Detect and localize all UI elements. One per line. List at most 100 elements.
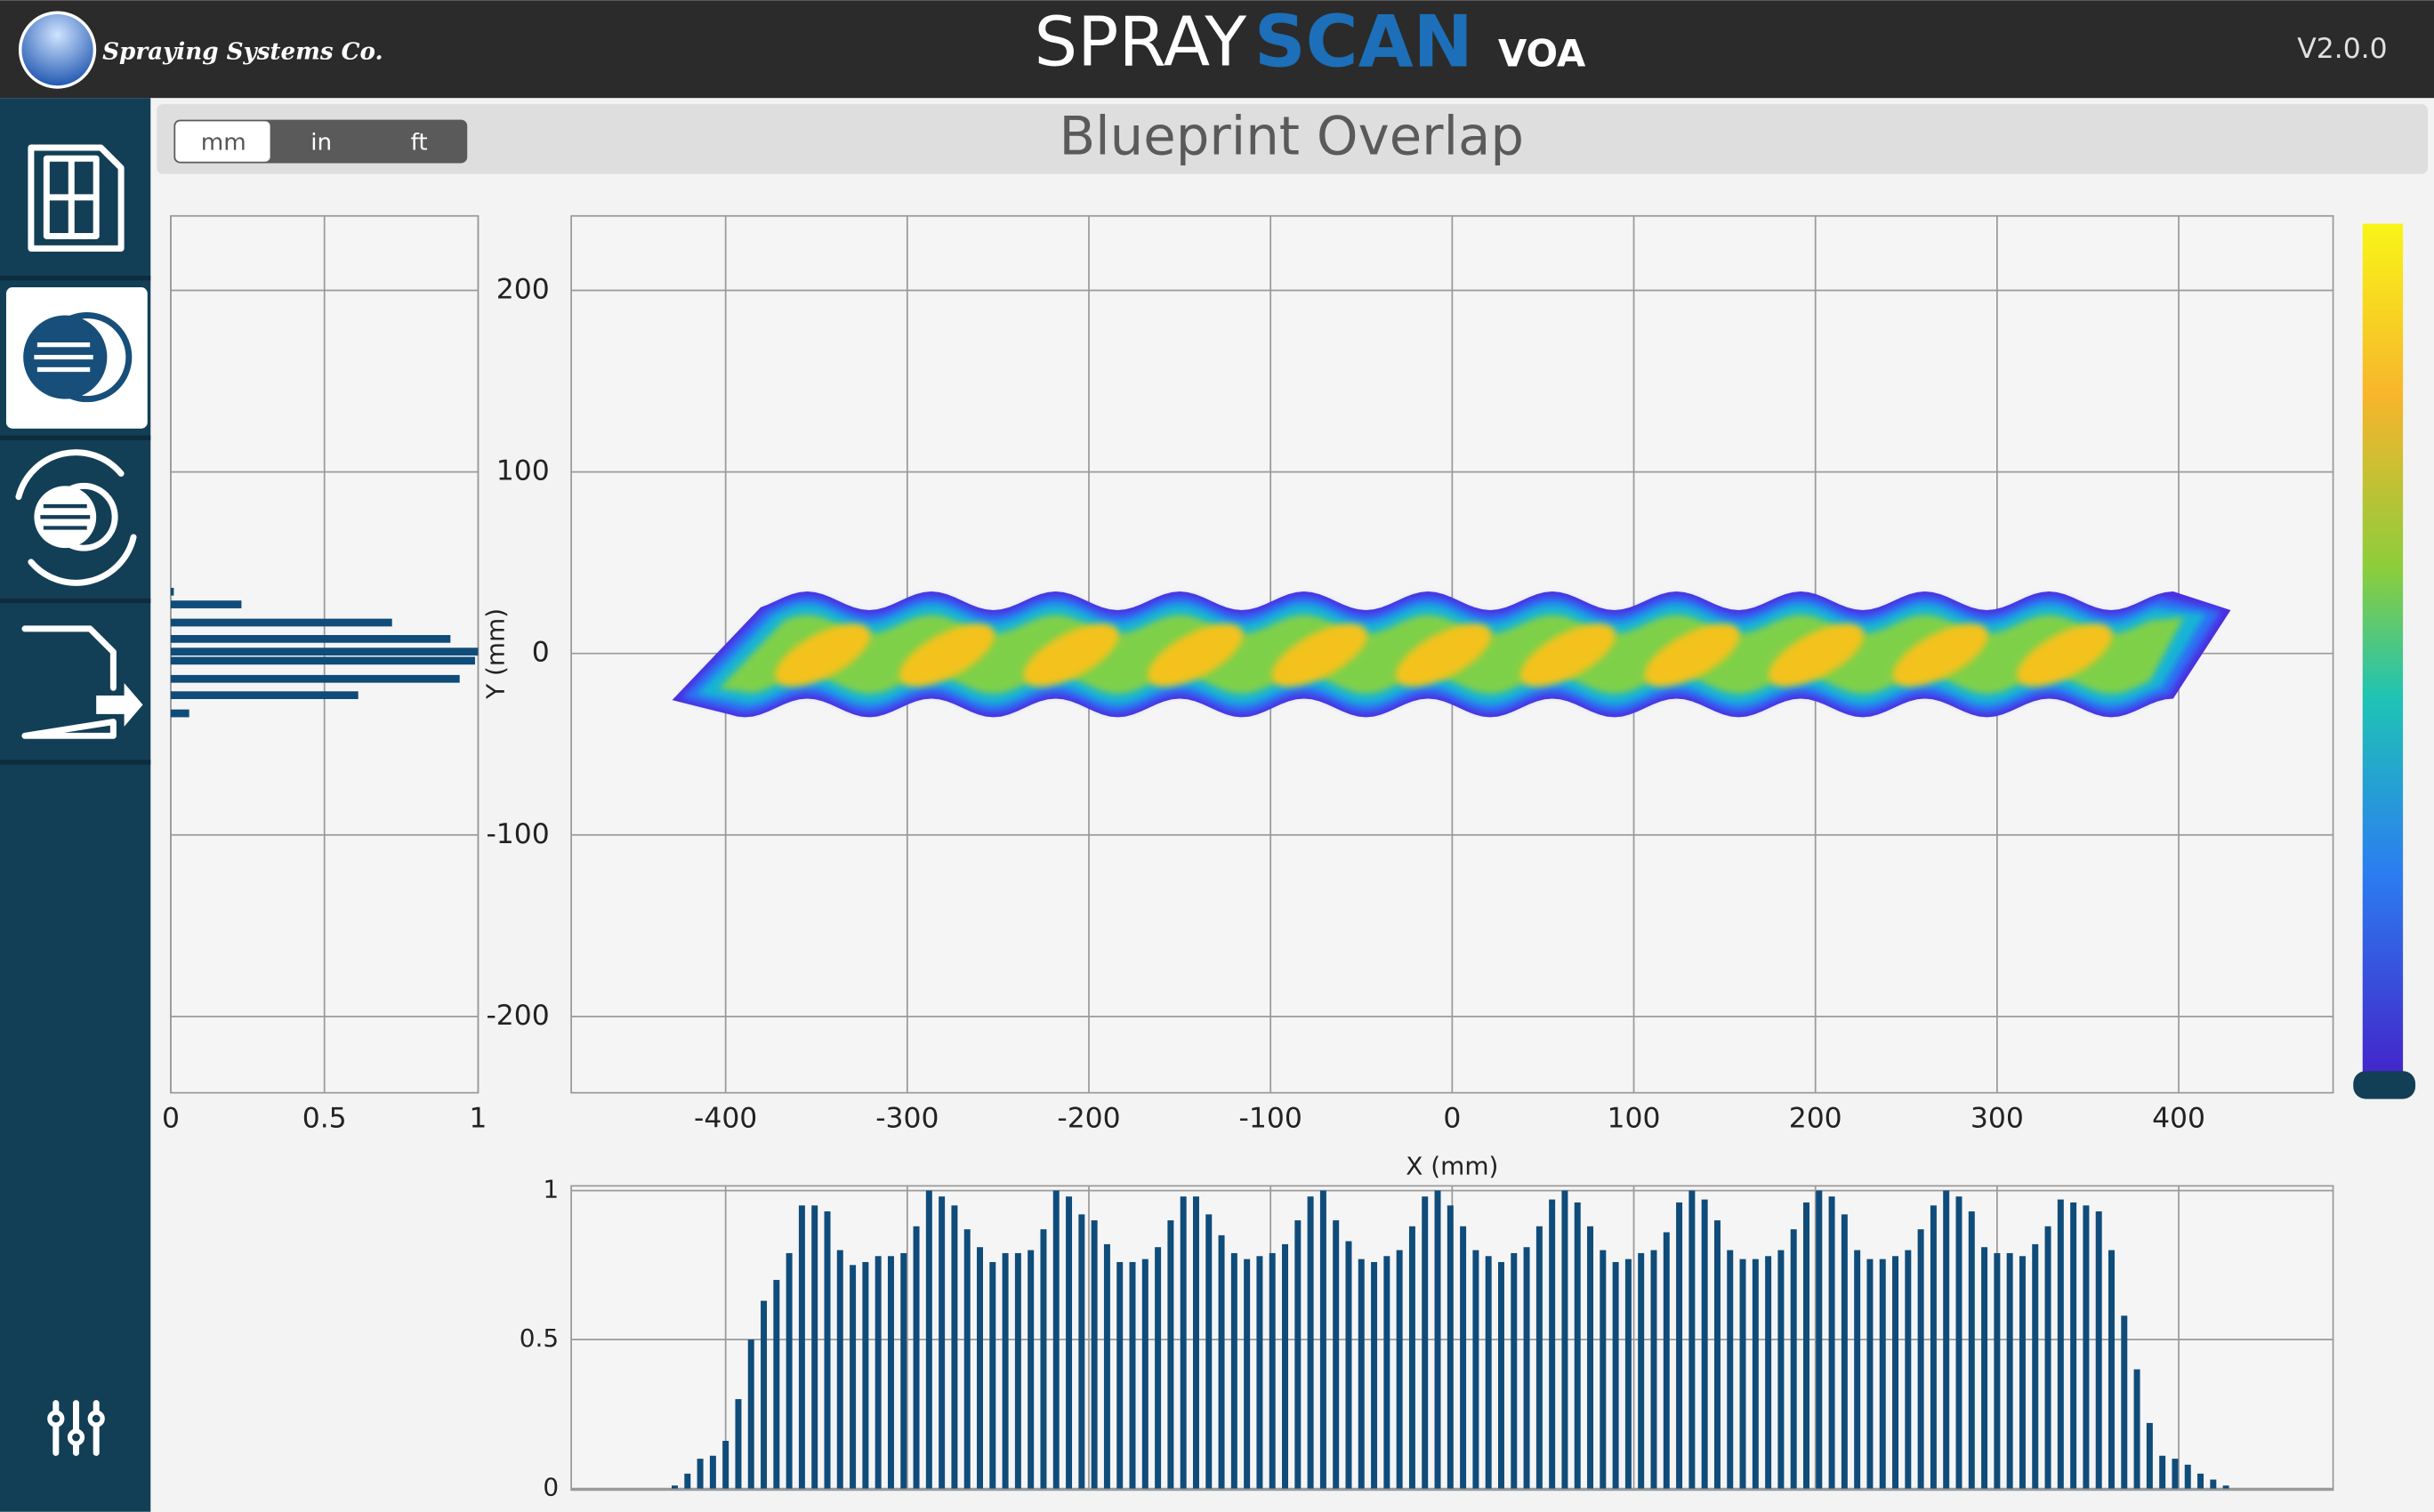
bar [2044, 1226, 2051, 1489]
icon-file [21, 625, 117, 739]
bar [1014, 1252, 1021, 1489]
nav-compare[interactable] [15, 449, 137, 586]
bar [1917, 1229, 1924, 1489]
bar [2006, 1252, 2013, 1489]
bar [1612, 1261, 1619, 1489]
icon-arrows [15, 449, 137, 586]
y-tick-label: -200 [486, 1000, 549, 1032]
bar [1472, 1250, 1479, 1489]
bar [1192, 1196, 1199, 1489]
bar [1422, 1196, 1429, 1489]
bar [850, 1265, 857, 1489]
spray-core [1519, 623, 1616, 687]
title-bar [157, 104, 2429, 174]
x-tick-label: -200 [1057, 1102, 1120, 1134]
bar [684, 1473, 691, 1489]
bar [773, 1280, 780, 1489]
bar [1230, 1252, 1237, 1489]
company-name: Spraying Systems Co. [102, 38, 383, 66]
bar [1523, 1247, 1530, 1489]
bar [1066, 1196, 1073, 1489]
bar [1511, 1252, 1518, 1489]
bar [1676, 1202, 1683, 1489]
bar [1650, 1250, 1657, 1489]
y-tick-label: -100 [486, 818, 549, 850]
y-tick-label: 200 [496, 273, 550, 305]
bar [747, 1339, 754, 1489]
x-tick-label: 100 [1608, 1102, 1661, 1134]
unit-label[interactable]: in [310, 129, 332, 156]
bar [2083, 1205, 2090, 1489]
plots: -400 -300 -200 -100 0 100 200 300 400-200-100010… [162, 214, 2334, 1502]
icon-grid [28, 144, 125, 252]
spray-core [1892, 623, 1988, 687]
bar [1129, 1261, 1136, 1489]
bar [1688, 1190, 1696, 1489]
bar [1981, 1247, 1988, 1489]
bar [1396, 1250, 1403, 1489]
spray-core [1644, 623, 1740, 687]
y-tick-label: 100 [496, 455, 550, 487]
unit-label[interactable]: ft [411, 129, 428, 156]
x-tick-label: 200 [1789, 1102, 1842, 1134]
bar [2172, 1459, 2179, 1489]
bar [1028, 1250, 1035, 1489]
bar [951, 1205, 958, 1489]
bar [1816, 1190, 1823, 1489]
y-tick-label: 0 [532, 637, 550, 669]
page-title: Blueprint Overlap [1059, 105, 1524, 166]
spray-core [1023, 623, 1119, 687]
bar [1282, 1243, 1289, 1489]
bar [1930, 1205, 1937, 1489]
bar [1968, 1211, 1975, 1489]
bar [2121, 1315, 2128, 1489]
x-tick-label: 1 [469, 1102, 487, 1134]
bar [1713, 1220, 1721, 1489]
bar [2019, 1256, 2026, 1489]
bar [1091, 1220, 1098, 1489]
bar [1752, 1259, 1759, 1489]
bar [1497, 1261, 1504, 1489]
bar [2070, 1202, 2077, 1489]
bar [170, 618, 392, 627]
unit-selector: mm in ft [173, 119, 468, 164]
bar [925, 1190, 932, 1489]
product-suffix: VOA [1498, 32, 1586, 76]
bar [913, 1226, 920, 1489]
bar [1256, 1256, 1263, 1489]
bar [1892, 1256, 1899, 1489]
bar [1485, 1256, 1492, 1489]
bar [1116, 1261, 1124, 1489]
bar [170, 634, 451, 643]
x-tick-label: 0 [1443, 1102, 1461, 1134]
bar [1624, 1259, 1632, 1489]
icon-arrow [96, 682, 143, 727]
bar [1269, 1252, 1276, 1489]
nav-settings[interactable] [47, 1400, 105, 1456]
bar [939, 1196, 946, 1489]
bar [2108, 1250, 2115, 1489]
bar [1866, 1259, 1874, 1489]
nav-export[interactable] [21, 625, 143, 739]
bar [1383, 1256, 1390, 1489]
bar [862, 1261, 869, 1489]
product-highlight: SCAN [1254, 1, 1473, 84]
colorbar-handle[interactable] [2353, 1071, 2416, 1099]
spray-core [1271, 623, 1367, 687]
bar [1040, 1229, 1047, 1489]
spray-core [2017, 623, 2113, 687]
bar [2197, 1473, 2204, 1489]
unit-label[interactable]: mm [201, 129, 246, 156]
unit-button[interactable] [175, 121, 270, 162]
bar [170, 709, 189, 718]
bar [2210, 1479, 2217, 1489]
icon-knob [67, 1428, 85, 1446]
spray-core [1147, 623, 1244, 687]
nav-blueprint[interactable] [28, 144, 125, 252]
bar [1002, 1252, 1009, 1489]
bar [735, 1399, 742, 1489]
bar [1244, 1259, 1251, 1489]
bar [1600, 1250, 1607, 1489]
